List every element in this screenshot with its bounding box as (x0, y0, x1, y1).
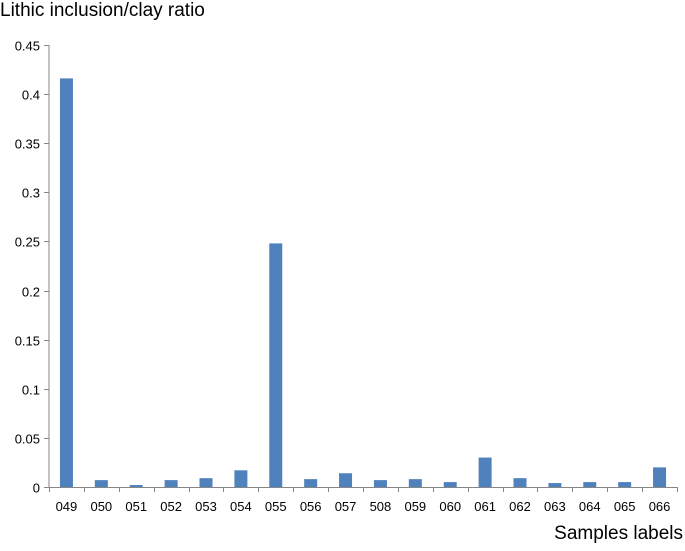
bar-057 (339, 473, 353, 487)
bar-052 (164, 480, 178, 487)
x-tick-label: 055 (265, 499, 287, 514)
bars (59, 78, 667, 487)
bar-065 (618, 482, 632, 487)
bar-051 (129, 485, 143, 487)
x-tick-label: 060 (439, 499, 461, 514)
bar-064 (583, 482, 597, 487)
y-tick-label: 0.05 (15, 432, 40, 447)
x-tick-label: 052 (160, 499, 182, 514)
y-tick-label: 0 (33, 481, 40, 496)
x-tick-label: 059 (404, 499, 426, 514)
bar-063 (548, 483, 562, 487)
y-tick-label: 0.3 (22, 186, 40, 201)
y-axis: 0 0.05 0.1 0.15 0.2 0.25 0.3 0.35 0.4 0.45 (15, 39, 50, 496)
y-tick-label: 0.15 (15, 334, 40, 349)
x-tick-label: 066 (649, 499, 671, 514)
bar-050 (94, 480, 108, 487)
x-tick-label: 061 (474, 499, 496, 514)
x-tick-label: 050 (90, 499, 112, 514)
bar-056 (304, 479, 318, 487)
x-tick-label: 051 (125, 499, 147, 514)
x-tick-label: 054 (230, 499, 252, 514)
bar-049 (59, 78, 73, 487)
bar-060 (443, 482, 457, 487)
bar-054 (234, 470, 248, 487)
x-tick-label: 064 (579, 499, 601, 514)
x-tick-label: 053 (195, 499, 217, 514)
x-tick-label: 057 (335, 499, 357, 514)
bar-066 (653, 467, 667, 487)
x-tick-label: 056 (300, 499, 322, 514)
x-axis: 049 050 051 052 053 054 055 056 057 508 059 060 061 0… (49, 487, 678, 514)
bar-061 (478, 457, 492, 487)
x-axis-title: Samples labels (554, 523, 683, 544)
x-tick-label: 062 (509, 499, 531, 514)
bar-059 (408, 479, 422, 487)
y-tick-label: 0.2 (22, 285, 40, 300)
y-axis-title: Lithic inclusion/clay ratio (0, 0, 205, 21)
y-tick-label: 0.1 (22, 383, 40, 398)
y-tick-label: 0.45 (15, 39, 40, 54)
bar-055 (269, 243, 283, 487)
y-tick-label: 0.4 (22, 88, 40, 103)
bar-508 (373, 480, 387, 487)
x-tick-label: 049 (56, 499, 78, 514)
x-tick-label: 065 (614, 499, 636, 514)
x-tick-label: 508 (370, 499, 392, 514)
bar-053 (199, 478, 213, 487)
bar-062 (513, 478, 527, 487)
x-tick-label: 063 (544, 499, 566, 514)
y-tick-label: 0.25 (15, 235, 40, 250)
y-tick-label: 0.35 (15, 137, 40, 152)
